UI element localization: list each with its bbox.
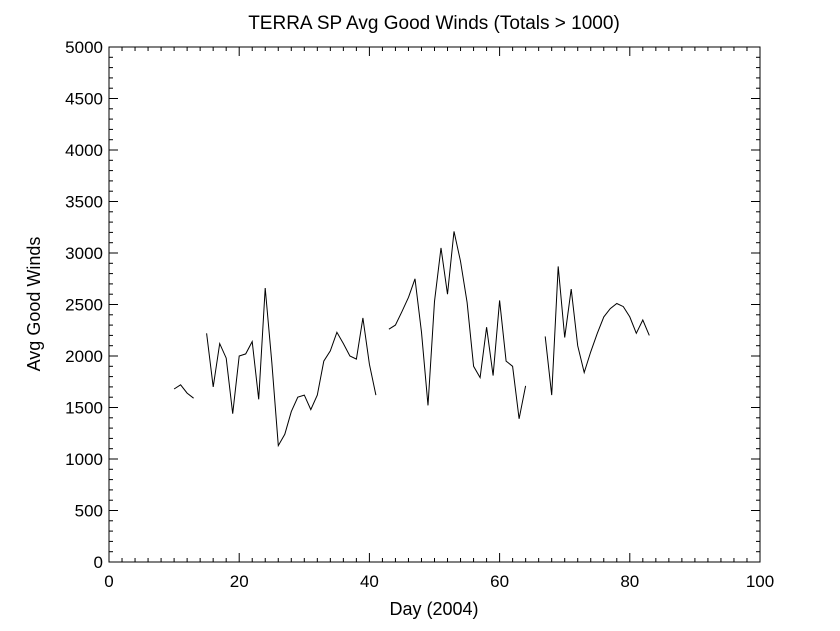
plot-frame (108, 46, 761, 563)
y-tick-label: 1000 (65, 450, 103, 469)
y-tick-label: 500 (75, 502, 103, 521)
x-tick-label: 20 (230, 572, 249, 591)
y-tick-label: 3500 (65, 193, 103, 212)
x-tick-label: 40 (360, 572, 379, 591)
x-tick-label: 60 (490, 572, 509, 591)
y-tick-label: 5000 (65, 38, 103, 57)
chart-title: TERRA SP Avg Good Winds (Totals > 1000) (248, 13, 620, 34)
tick-labels: 0 20 40 60 80 1000500100015002000250030003500… (65, 38, 774, 591)
series-avg-good-winds (173, 231, 650, 448)
series-line-segment (206, 287, 377, 448)
axis-ticks (108, 46, 761, 563)
series-line-segment (173, 384, 194, 399)
x-axis-title: Day (2004) (389, 599, 478, 619)
x-tick-label: 0 (104, 572, 113, 591)
y-tick-label: 2500 (65, 296, 103, 315)
y-tick-label: 3000 (65, 244, 103, 263)
series-line-segment (388, 231, 527, 419)
y-tick-label: 4500 (65, 90, 103, 109)
series-line-segment (544, 266, 650, 396)
y-tick-label: 1500 (65, 399, 103, 418)
y-tick-label: 0 (94, 553, 103, 572)
x-tick-label: 80 (620, 572, 639, 591)
y-axis-title: Avg Good Winds (24, 237, 44, 372)
y-tick-label: 4000 (65, 141, 103, 160)
y-tick-label: 2000 (65, 347, 103, 366)
x-tick-label: 100 (746, 572, 774, 591)
